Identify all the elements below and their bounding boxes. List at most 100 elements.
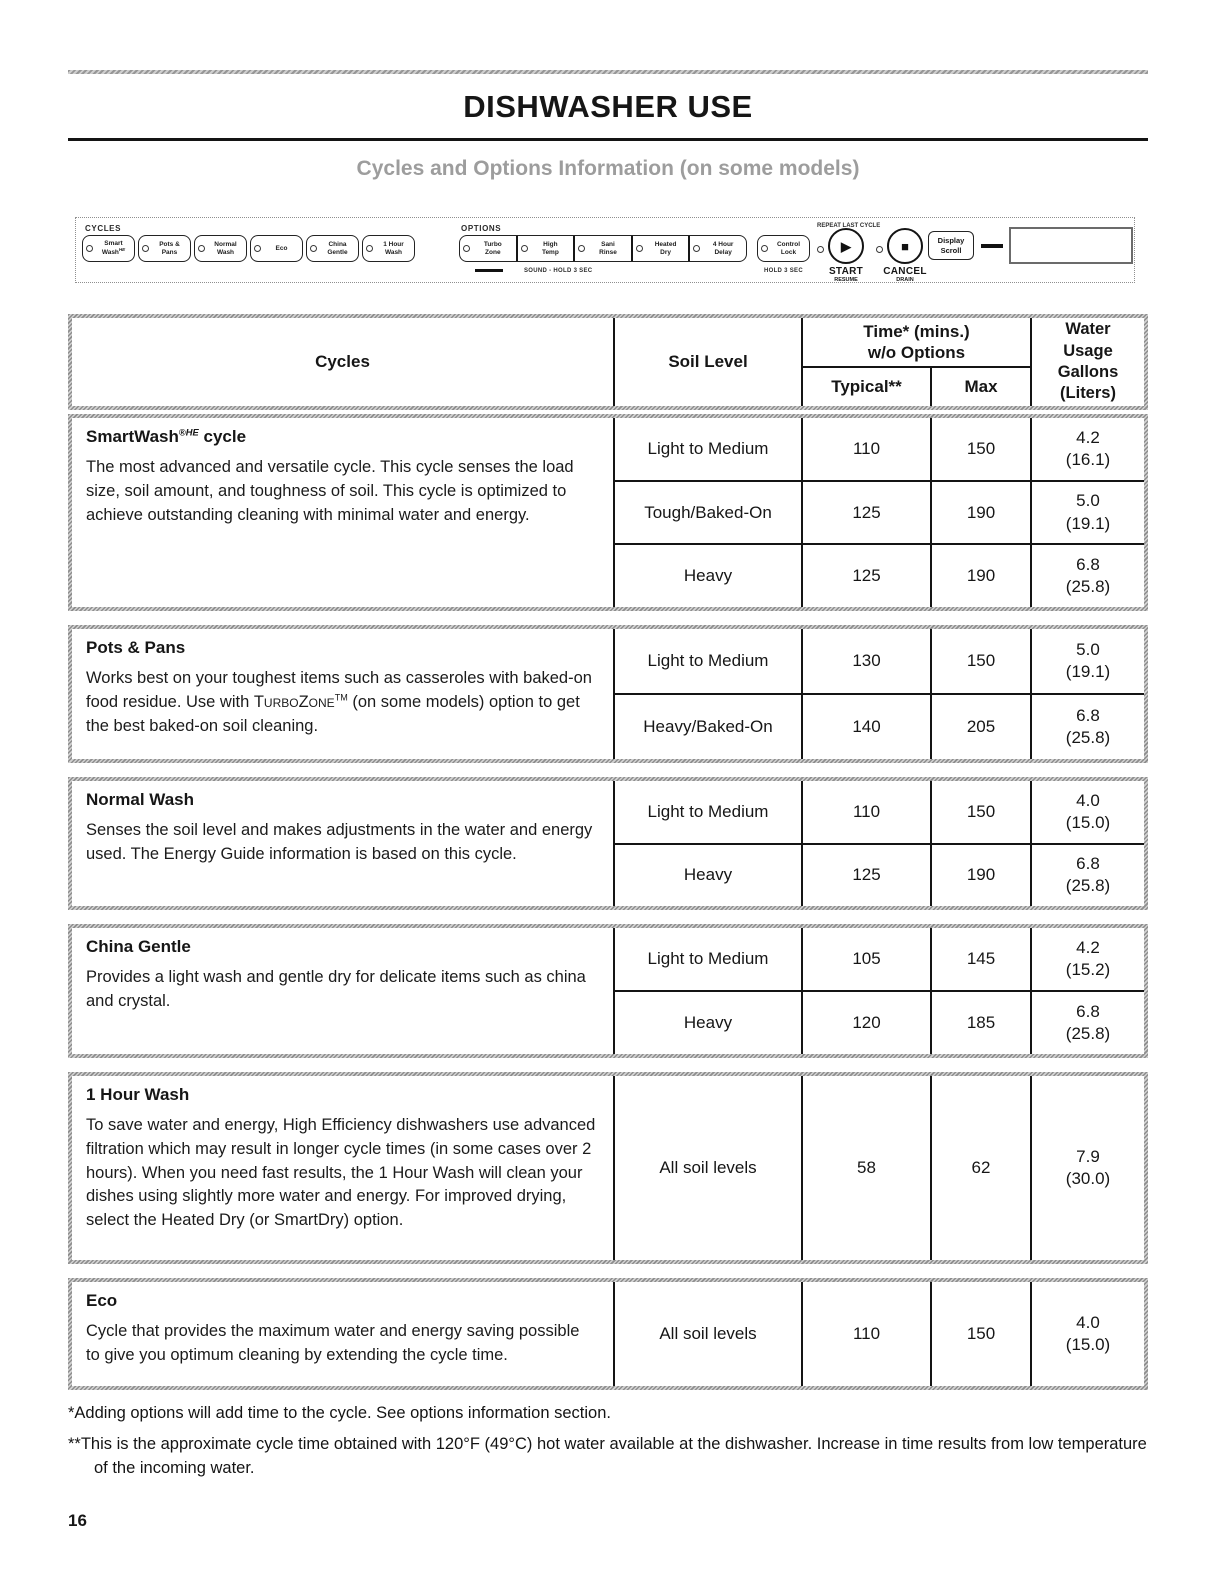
- max-time-value: 150: [930, 629, 1030, 693]
- header-water-usage: Water Usage Gallons (Liters): [1030, 318, 1144, 406]
- max-time-value: 205: [930, 695, 1030, 759]
- normal-wash-label: Normal Wash: [214, 240, 237, 256]
- soil-level-value: Light to Medium: [647, 949, 769, 968]
- control-lock-note: HOLD 3 SEC: [763, 268, 803, 274]
- water-usage-value: 4.0 (15.0): [1030, 1282, 1144, 1386]
- turbo-zone-label: Turbo Zone: [483, 240, 502, 256]
- typical-time-value: 125: [801, 545, 930, 608]
- page-number: 16: [68, 1510, 87, 1530]
- soil-level-value: All soil levels: [659, 1158, 757, 1177]
- indicator-light: [693, 245, 701, 252]
- soil-level-value: Tough/Baked-On: [644, 502, 772, 522]
- cycle-section-normal-wash: Normal Wash Senses the soil level and ma…: [68, 777, 1148, 910]
- he-superscript: HE: [118, 247, 126, 253]
- cycle-title: China Gentle: [86, 937, 191, 956]
- cycle-section-eco: Eco Cycle that provides the maximum wate…: [68, 1278, 1148, 1390]
- turbozone-brand: TurboZone: [253, 692, 335, 711]
- control-lock-label: Control Lock: [776, 240, 801, 256]
- max-time-value: 150: [930, 1282, 1030, 1386]
- cancel-label: CANCEL: [883, 266, 927, 277]
- indicator-light: [86, 245, 93, 252]
- start-play-icon: ▶: [841, 238, 851, 254]
- soil-rows: Light to Medium 105 145 4.2 (15.2) Heavy…: [615, 928, 1144, 1054]
- one-hour-wash-button: 1 Hour Wash: [362, 235, 415, 262]
- max-time-value: 145: [930, 928, 1030, 990]
- water-usage-value: 4.2 (16.1): [1030, 418, 1144, 480]
- soil-level-value: Light to Medium: [647, 801, 769, 821]
- max-time-value: 150: [930, 418, 1030, 480]
- cycles-group-label: CYCLES: [85, 224, 122, 233]
- display-window: [1009, 227, 1133, 264]
- soil-rows: Light to Medium 110 150 4.0 (15.0) Heavy…: [615, 781, 1144, 906]
- soil-level-value: Heavy: [683, 1013, 733, 1032]
- cycle-description: Senses the soil level and makes adjustme…: [86, 821, 593, 863]
- table-row: Light to Medium 105 145 4.2 (15.2): [615, 928, 1144, 990]
- typical-time-value: 110: [801, 418, 930, 480]
- control-lock-button: Control Lock: [757, 235, 810, 262]
- indicator-light: [578, 245, 586, 252]
- cycle-info-cell: 1 Hour Wash To save water and energy, Hi…: [72, 1076, 615, 1260]
- eco-button: Eco: [250, 235, 303, 262]
- cycle-title: Pots & Pans: [86, 638, 186, 657]
- cycle-section-pots-pans: Pots & Pans Works best on your toughest …: [68, 625, 1148, 763]
- table-row: Heavy 120 185 6.8 (25.8): [615, 990, 1144, 1054]
- typical-time-value: 105: [801, 928, 930, 990]
- smart-wash-button: Smart WashHE: [82, 235, 135, 262]
- cycle-title: SmartWash®HE cycle: [86, 427, 247, 446]
- indicator-light: [310, 245, 317, 252]
- max-time-value: 190: [930, 545, 1030, 608]
- cycle-description: Cycle that provides the maximum water an…: [86, 1322, 580, 1364]
- cycle-section-smartwash: SmartWash®HE cycle The most advanced and…: [68, 414, 1148, 611]
- table-row: Light to Medium 110 150 4.2 (16.1): [615, 418, 1144, 480]
- soil-rows: Light to Medium 130 150 5.0 (19.1) Heavy…: [615, 629, 1144, 759]
- indicator-light: [463, 245, 470, 252]
- options-group-label: OPTIONS: [461, 224, 502, 233]
- cycle-section-china-gentle: China Gentle Provides a light wash and g…: [68, 924, 1148, 1058]
- heated-dry-option: Heated Dry: [630, 236, 689, 261]
- four-hour-delay-label: 4 Hour Delay: [712, 240, 734, 256]
- china-gentle-button: China Gentle: [306, 235, 359, 262]
- header-cycles: Cycles: [72, 318, 615, 406]
- typical-time-value: 125: [801, 481, 930, 544]
- smart-wash-label: Smart WashHE: [101, 239, 126, 257]
- drain-label: DRAIN: [896, 277, 914, 283]
- cancel-button: ■: [887, 228, 923, 264]
- indicator-light: [198, 245, 205, 252]
- soil-rows: All soil levels 110 150 4.0 (15.0): [615, 1282, 1144, 1386]
- resume-label: RESUME: [834, 277, 858, 283]
- eco-label: Eco: [275, 244, 288, 252]
- soil-rows: All soil levels 58 62 7.9 (30.0): [615, 1076, 1144, 1260]
- repeat-last-cycle-label: REPEAT LAST CYCLE: [817, 223, 881, 229]
- cycle-info-cell: SmartWash®HE cycle The most advanced and…: [72, 418, 615, 607]
- max-time-value: 185: [930, 992, 1030, 1054]
- trademark-mark: TM: [334, 692, 348, 703]
- max-time-value: 190: [930, 481, 1030, 544]
- table-row: Heavy/Baked-On 140 205 6.8 (25.8): [615, 693, 1144, 759]
- one-hour-wash-label: 1 Hour Wash: [383, 240, 404, 256]
- sound-note: SOUND - HOLD 3 SEC: [524, 268, 593, 274]
- sound-underline: [475, 269, 503, 272]
- cycle-title: 1 Hour Wash: [86, 1085, 190, 1104]
- cancel-stop-icon: ■: [901, 238, 909, 254]
- soil-level-value: All soil levels: [659, 1324, 757, 1343]
- typical-time-value: 130: [801, 629, 930, 693]
- control-panel-diagram: CYCLES Smart WashHE Pots & Pans Normal W…: [75, 217, 1135, 283]
- indicator-light: [366, 245, 373, 252]
- max-time-value: 190: [930, 844, 1030, 906]
- normal-wash-button: Normal Wash: [194, 235, 247, 262]
- start-button: ▶: [828, 228, 864, 264]
- section-subtitle: Cycles and Options Information (on some …: [356, 157, 860, 180]
- china-gentle-label: China Gentle: [327, 240, 348, 256]
- cancel-indicator-light: [876, 246, 883, 253]
- four-hour-delay-option: 4 Hour Delay: [688, 236, 746, 261]
- indicator-light: [635, 245, 643, 252]
- water-usage-value: 4.2 (15.2): [1030, 928, 1144, 990]
- cycle-section-one-hour-wash: 1 Hour Wash To save water and energy, Hi…: [68, 1072, 1148, 1264]
- display-scroll-button: Display Scroll: [928, 231, 974, 260]
- typical-time-value: 140: [801, 695, 930, 759]
- high-temp-option: High Temp: [515, 236, 574, 261]
- indicator-light: [761, 245, 768, 252]
- typical-time-value: 110: [801, 781, 930, 843]
- header-soil-level: Soil Level: [668, 352, 748, 371]
- pots-pans-button: Pots & Pans: [138, 235, 191, 262]
